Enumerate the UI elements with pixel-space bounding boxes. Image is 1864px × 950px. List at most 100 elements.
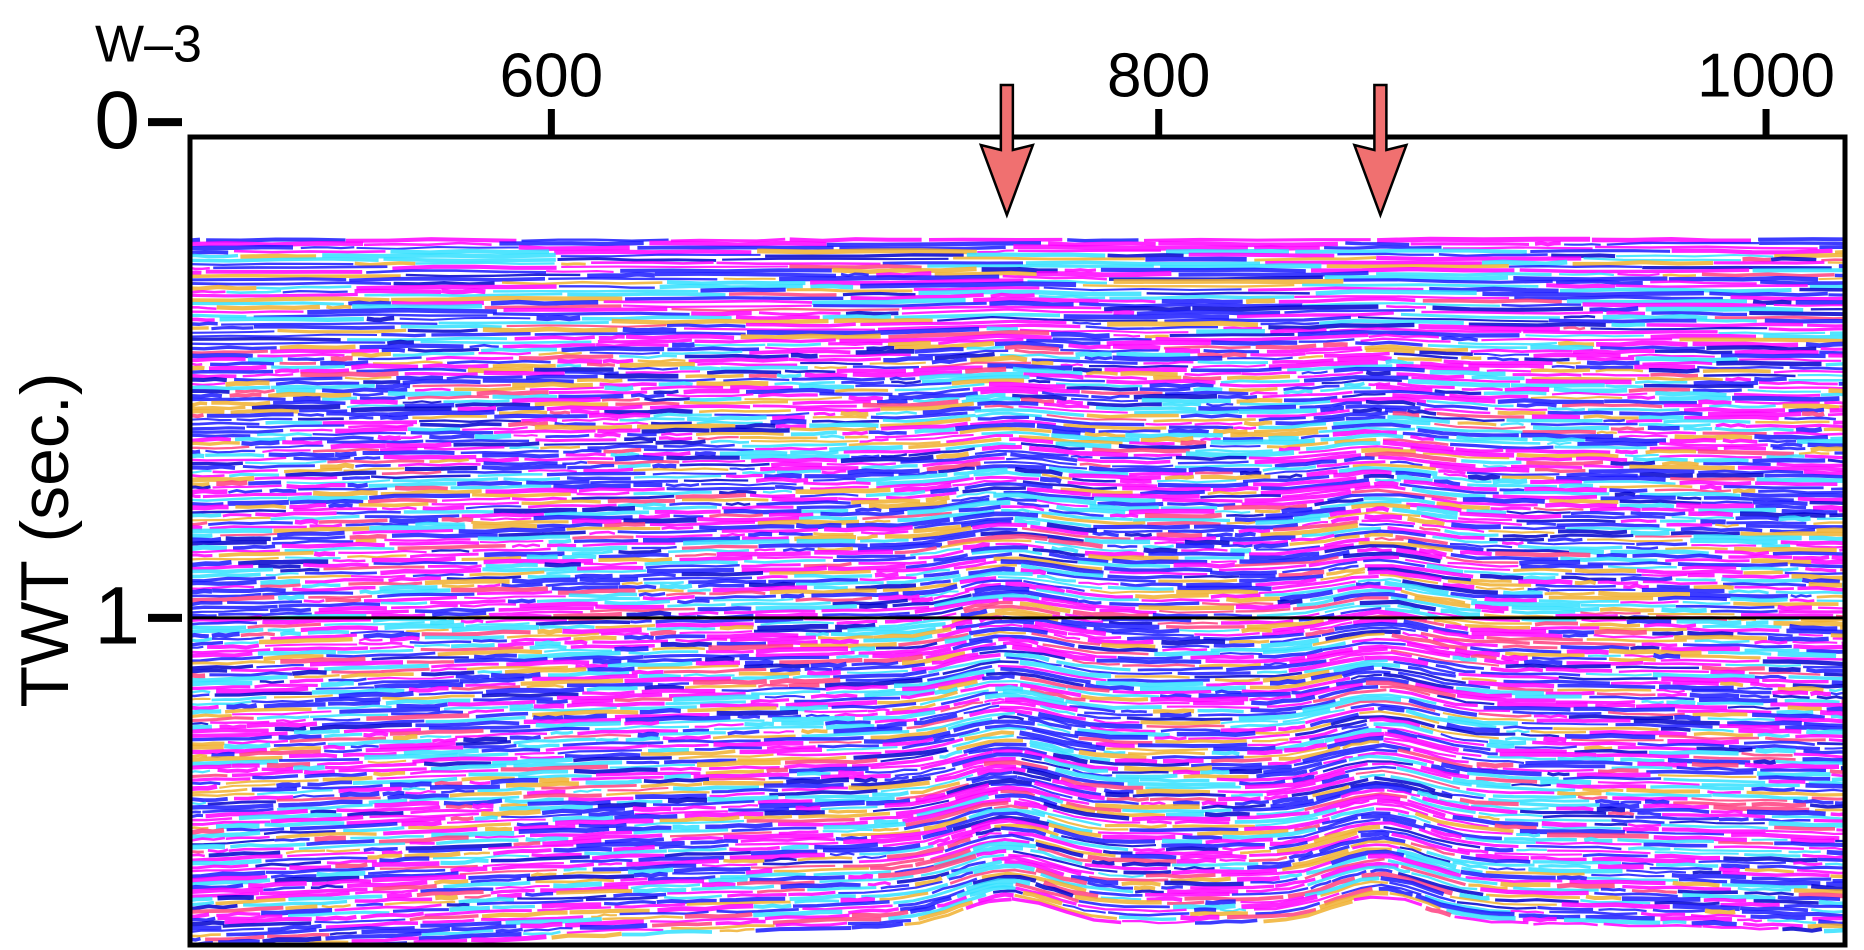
reflector <box>190 843 226 850</box>
reflector <box>1434 422 1526 430</box>
reflector <box>284 467 343 474</box>
reflector <box>1556 522 1660 528</box>
reflector <box>350 744 379 749</box>
reflector <box>628 650 699 656</box>
reflector <box>1319 318 1464 326</box>
reflector <box>1324 605 1391 614</box>
reflector <box>1323 755 1353 765</box>
reflector <box>764 857 797 863</box>
reflector <box>563 713 607 721</box>
reflector <box>1697 701 1764 706</box>
reflector <box>1120 853 1177 861</box>
reflector <box>190 266 210 271</box>
reflector <box>233 795 294 801</box>
reflector <box>788 357 881 362</box>
reflector <box>1079 462 1111 468</box>
reflector <box>1329 327 1522 333</box>
reflector <box>497 892 522 899</box>
reflector <box>1373 480 1399 487</box>
reflector <box>1266 441 1329 449</box>
reflector <box>1213 613 1252 617</box>
reflector <box>526 479 590 486</box>
reflector <box>1442 246 1593 250</box>
reflector <box>1196 328 1265 334</box>
reflector <box>602 358 634 364</box>
reflector <box>1260 321 1320 326</box>
reflector <box>190 237 201 243</box>
reflector <box>833 726 903 735</box>
reflector <box>1475 776 1538 784</box>
reflector <box>952 511 1039 522</box>
reflector <box>709 777 766 781</box>
reflector <box>1389 881 1456 903</box>
reflector <box>706 369 782 375</box>
reflector <box>1675 578 1716 582</box>
reflector <box>779 274 1000 282</box>
reflector <box>963 742 1027 754</box>
reflector <box>217 894 254 901</box>
reflector <box>1709 403 1776 409</box>
reflector <box>962 600 1013 611</box>
reflector <box>1396 848 1457 870</box>
reflector <box>614 645 649 653</box>
reflector <box>424 578 510 586</box>
reflector <box>681 571 764 577</box>
reflector <box>1484 846 1514 853</box>
reflector <box>322 252 556 259</box>
reflector <box>405 790 436 795</box>
reflector <box>314 696 381 703</box>
reflector <box>391 604 458 610</box>
reflector <box>1330 715 1436 729</box>
reflector <box>1313 410 1389 420</box>
reflector <box>833 669 927 680</box>
reflector <box>1402 431 1449 440</box>
reflector <box>1296 598 1334 607</box>
reflector <box>1328 511 1421 520</box>
reflector <box>869 361 926 365</box>
reflector <box>1155 333 1369 342</box>
reflector <box>321 903 351 909</box>
reflector <box>435 894 459 901</box>
reflector <box>523 927 573 932</box>
reflector <box>501 280 663 286</box>
reflector <box>1074 730 1148 740</box>
reflector <box>408 847 483 853</box>
reflector <box>366 269 547 274</box>
reflector <box>1077 560 1171 568</box>
reflector <box>1511 605 1600 612</box>
reflector <box>1107 678 1210 684</box>
reflector <box>1420 725 1499 740</box>
reflector <box>1376 272 1552 277</box>
reflector <box>784 763 848 770</box>
reflector <box>894 383 985 392</box>
reflector <box>1652 908 1705 913</box>
reflector <box>867 708 890 713</box>
reflector <box>1095 742 1135 749</box>
reflector <box>1160 711 1192 718</box>
reflector <box>410 808 494 815</box>
reflector <box>367 675 454 681</box>
reflector <box>975 475 1040 481</box>
reflector <box>1793 752 1845 759</box>
reflector <box>589 351 660 355</box>
reflector <box>1068 343 1111 350</box>
reflector <box>1084 537 1151 545</box>
reflector <box>1566 526 1676 532</box>
reflector <box>672 824 700 831</box>
reflector <box>1494 407 1548 411</box>
reflector <box>1809 803 1845 809</box>
reflector <box>672 871 746 875</box>
reflector <box>769 677 841 686</box>
reflector <box>901 305 1102 310</box>
reflector <box>720 532 746 537</box>
reflector <box>1740 612 1834 618</box>
reflector <box>740 454 850 460</box>
reflector <box>1826 706 1845 713</box>
reflector <box>384 900 456 906</box>
reflector <box>1619 411 1703 417</box>
reflector <box>1582 302 1767 309</box>
reflector <box>1597 768 1639 774</box>
reflector <box>977 415 1030 421</box>
reflector <box>1825 362 1845 367</box>
